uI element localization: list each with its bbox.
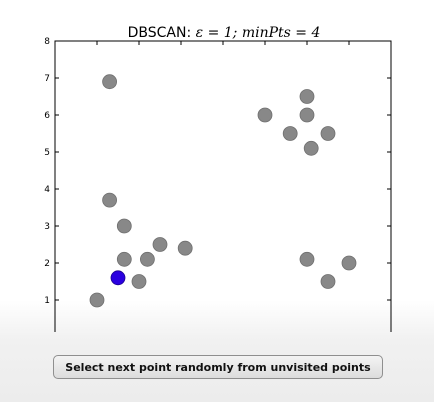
chart-title: DBSCAN: ε = 1; minPts = 4 [128,25,321,41]
y-tick-label: 2 [44,259,50,269]
data-point [152,237,168,252]
data-point [102,74,117,90]
y-tick-label: 3 [44,222,50,232]
axis-ticks: 012345678012345678 [44,37,392,306]
data-point [257,107,273,123]
data-point [177,240,193,256]
chart-title-math: ε = 1; minPts = 4 [196,25,321,41]
data-point [116,218,132,234]
y-tick-label: 4 [44,185,50,195]
data-point [116,251,132,267]
data-point [131,274,147,289]
data-point [320,274,336,289]
select-next-point-button[interactable]: Select next point randomly from unvisite… [53,355,383,379]
data-point [341,255,357,271]
data-point [299,251,315,267]
data-point [139,251,155,267]
chart-title-prefix: DBSCAN: [128,25,196,41]
y-tick-label: 8 [44,37,50,47]
scatter-plot: DBSCAN: ε = 1; minPts = 4 01234567801234… [44,25,392,332]
data-point [282,126,298,141]
data-point [89,292,105,308]
data-point [320,126,336,141]
y-tick-label: 5 [44,148,50,158]
data-point [299,89,315,104]
data-point [102,192,117,208]
data-point [303,140,319,156]
y-tick-label: 7 [44,74,50,84]
selected-data-point [110,270,126,286]
y-tick-label: 1 [44,296,50,306]
data-point [299,107,315,123]
plot-area-frame [54,40,392,332]
data-points [89,74,357,308]
y-tick-label: 6 [44,111,50,121]
